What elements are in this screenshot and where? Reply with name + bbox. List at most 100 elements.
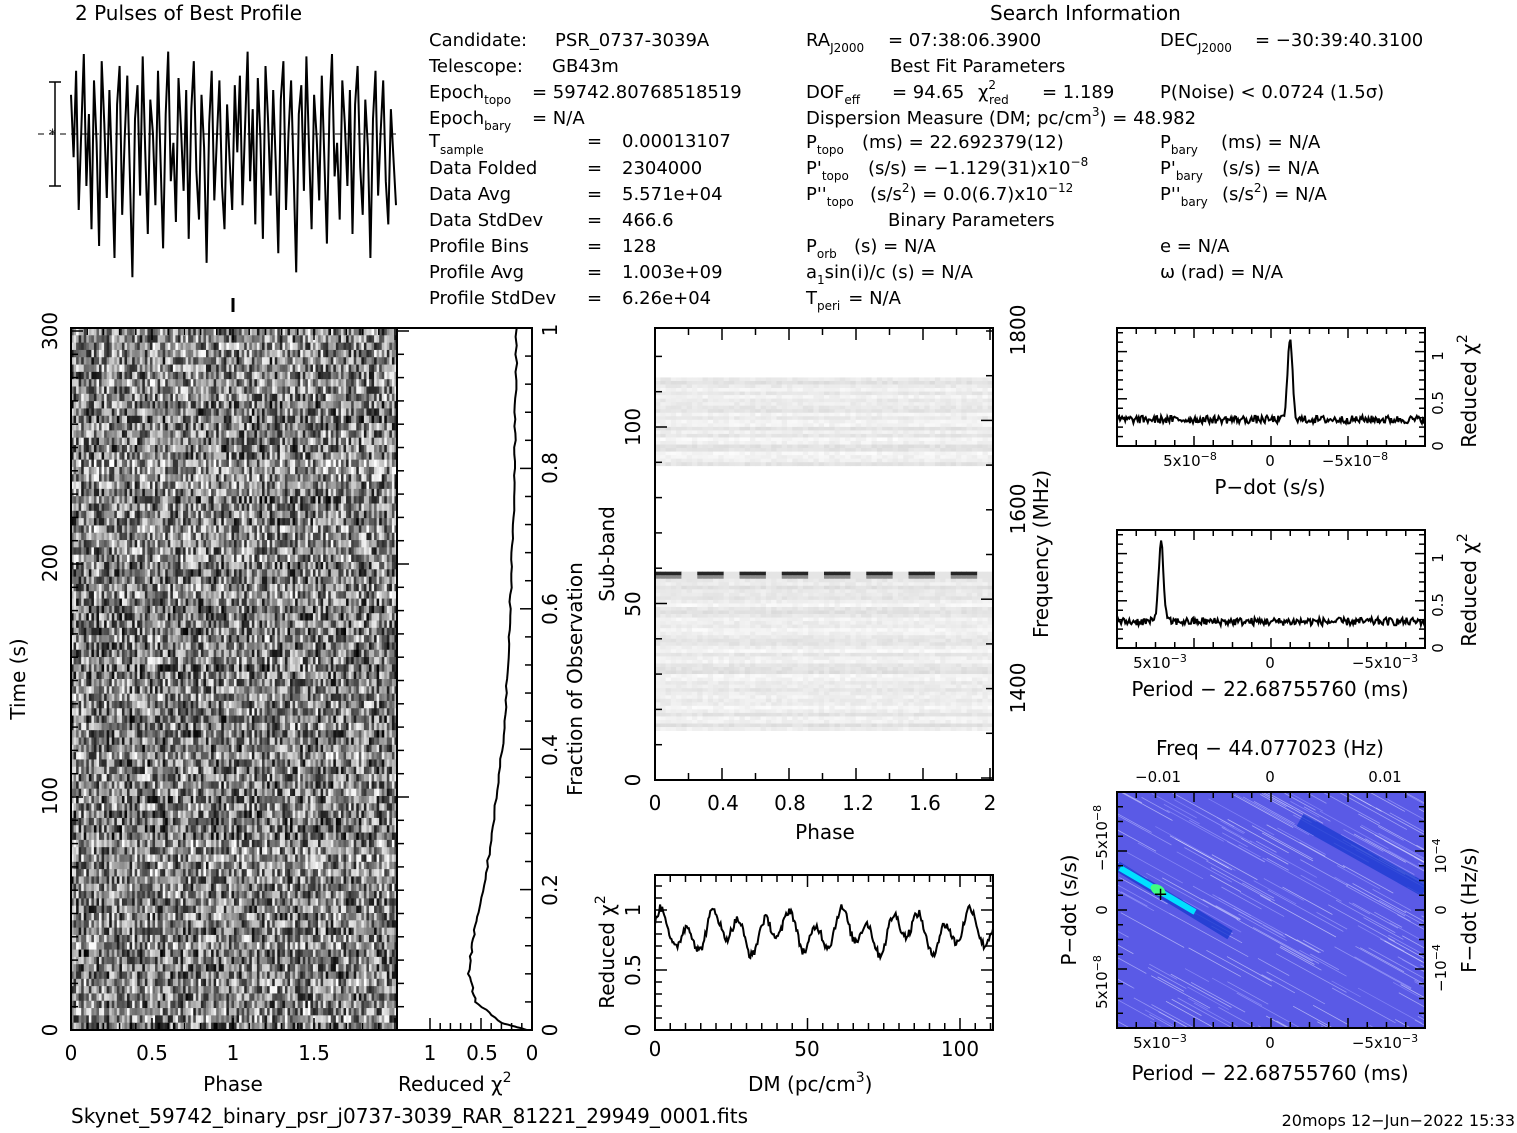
tp-cell <box>228 386 232 395</box>
tp-cell <box>124 342 128 351</box>
tp-cell <box>81 488 85 497</box>
tp-cell <box>274 401 278 409</box>
tp-cell <box>211 532 215 541</box>
tp-cell <box>193 474 197 482</box>
tp-cell <box>259 540 263 548</box>
tp-cell <box>333 540 337 548</box>
tp-cell <box>162 393 166 402</box>
tp-cell <box>287 335 291 344</box>
tp-cell <box>93 532 97 541</box>
tp-cell <box>134 335 138 344</box>
tp-cell <box>119 430 123 439</box>
tp-cell <box>287 408 291 417</box>
tp-cell <box>218 328 222 336</box>
tp-cell <box>121 423 125 431</box>
tp-cell <box>368 488 372 497</box>
tp-cell <box>384 591 388 599</box>
tp-cell <box>384 459 388 468</box>
tp-cell <box>106 393 110 402</box>
tp-cell <box>101 488 105 497</box>
tp-cell <box>71 386 74 395</box>
tp-cell <box>366 583 370 592</box>
tp-cell <box>346 386 350 395</box>
tp-cell <box>300 503 304 512</box>
tp-cell <box>114 437 118 446</box>
tp-cell <box>376 371 380 380</box>
tp-cell <box>114 328 118 336</box>
tp-cell <box>363 328 367 336</box>
tp-cell <box>310 510 314 519</box>
tp-cell <box>162 540 166 548</box>
tp-cell <box>307 591 311 599</box>
tp-cell <box>185 437 189 446</box>
tp-cell <box>338 488 342 497</box>
tp-cell <box>198 393 202 402</box>
tp-cell <box>167 518 171 526</box>
tp-cell <box>323 364 327 373</box>
tp-cell <box>124 583 128 592</box>
tp-cell <box>251 481 255 490</box>
tp-cell <box>256 554 260 563</box>
tp-cell <box>251 466 255 475</box>
tp-cell <box>353 371 357 380</box>
tp-cell <box>391 415 395 424</box>
tp-cell <box>137 445 141 453</box>
tp-cell <box>71 430 74 439</box>
tp-cell <box>315 459 319 468</box>
tp-cell <box>81 474 85 482</box>
tp-cell <box>71 379 74 387</box>
tp-cell <box>262 540 265 548</box>
tp-cell <box>91 518 95 526</box>
tp-cell <box>318 466 321 475</box>
tp-cell <box>389 328 393 336</box>
tp-cell <box>91 562 95 570</box>
tp-cell <box>254 518 258 526</box>
tp-cell <box>188 554 192 563</box>
tp-cell <box>81 518 85 526</box>
tp-cell <box>282 342 286 351</box>
tp-cell <box>368 466 372 475</box>
tp-cell <box>371 540 375 548</box>
tp-cell <box>254 466 258 475</box>
tp-cell <box>226 393 230 402</box>
tp-cell <box>109 437 113 446</box>
tp-cell <box>381 481 385 490</box>
tp-cell <box>221 452 225 461</box>
tp-cell <box>111 452 115 461</box>
tp-cell <box>361 591 365 599</box>
tp-cell <box>211 605 215 614</box>
tp-cell <box>142 503 146 512</box>
tp-cell <box>279 488 283 497</box>
tp-cell <box>205 437 209 446</box>
tp-cell <box>149 371 153 380</box>
tp-cell <box>226 408 230 417</box>
tp-cell <box>142 415 146 424</box>
tp-cell <box>147 430 151 439</box>
tp-cell <box>312 554 316 563</box>
tp-cell <box>175 481 179 490</box>
tp-cell <box>99 371 102 380</box>
pbary-value: (ms) = N/A <box>1221 132 1321 153</box>
tp-cell <box>246 525 250 534</box>
tp-cell <box>185 393 189 402</box>
tp-cell <box>391 364 395 373</box>
tp-cell <box>315 510 319 519</box>
tp-cell <box>137 510 141 519</box>
tp-cell <box>155 408 158 417</box>
tp-cell <box>76 379 80 387</box>
tp-cell <box>282 423 286 431</box>
tp-cell <box>152 576 156 585</box>
tp-cell <box>91 379 95 387</box>
tp-cell <box>71 518 74 526</box>
tp-cell <box>287 591 291 599</box>
tp-cell <box>195 576 199 585</box>
tp-cell <box>114 415 118 424</box>
tp-cell <box>325 459 329 468</box>
tp-cell <box>185 554 189 563</box>
tp-cell <box>218 591 222 599</box>
tp-cell <box>144 525 148 534</box>
tp-cell <box>226 466 230 475</box>
tp-cell <box>93 598 97 607</box>
tp-cell <box>73 459 77 468</box>
tp-cell <box>297 393 301 402</box>
